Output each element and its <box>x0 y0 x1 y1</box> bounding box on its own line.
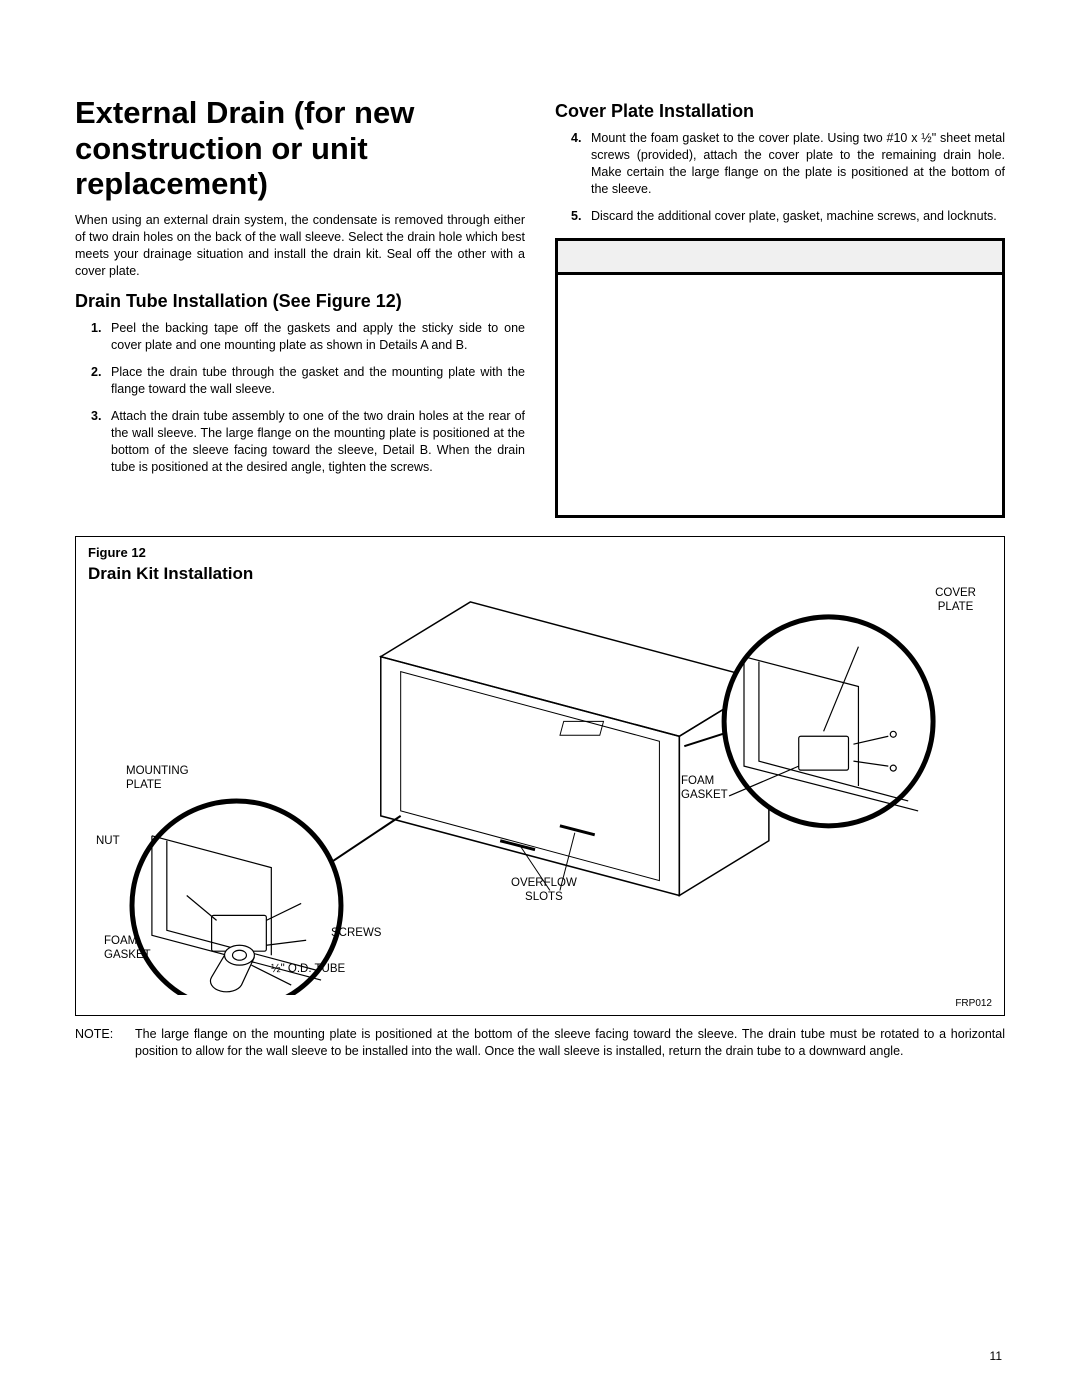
figure-12-box: Figure 12 Drain Kit Installation FRP012 <box>75 536 1005 1016</box>
section-a-heading: Drain Tube Installation (See Figure 12) <box>75 291 525 312</box>
callout-foam-gasket-right: FOAMGASKET <box>681 775 728 803</box>
item-text: Attach the drain tube assembly to one of… <box>111 408 525 476</box>
list-item: 3. Attach the drain tube assembly to one… <box>75 408 525 476</box>
callout-cover-plate: COVERPLATE <box>935 587 976 615</box>
callout-mounting-plate: MOUNTINGPLATE <box>126 765 189 793</box>
main-heading: External Drain (for new construction or … <box>75 95 525 202</box>
list-item: 1. Peel the backing tape off the gaskets… <box>75 320 525 354</box>
item-number: 4. <box>555 130 591 198</box>
caution-body: To avoid risk of personal injury or prop… <box>558 275 1002 375</box>
callout-overflow: OVERFLOWSLOTS <box>511 877 577 905</box>
item-text: Discard the additional cover plate, gask… <box>591 208 1005 225</box>
item-text: Mount the foam gasket to the cover plate… <box>591 130 1005 198</box>
figure-label: Figure 12 <box>88 545 992 560</box>
note-row: NOTE: The large flange on the mounting p… <box>75 1026 1005 1060</box>
page-content: External Drain (for new construction or … <box>0 0 1080 1100</box>
item-number: 5. <box>555 208 591 225</box>
section-a-list: 1. Peel the backing tape off the gaskets… <box>75 320 525 475</box>
callout-foam-gasket-left: FOAMGASKET <box>104 935 151 963</box>
two-column-layout: External Drain (for new construction or … <box>75 95 1005 518</box>
item-number: 1. <box>75 320 111 354</box>
page-number: 11 <box>990 1349 1002 1363</box>
figure-code: FRP012 <box>955 998 992 1009</box>
item-number: 3. <box>75 408 111 476</box>
section-b-list: 4. Mount the foam gasket to the cover pl… <box>555 130 1005 224</box>
intro-paragraph: When using an external drain system, the… <box>75 212 525 280</box>
item-text: Peel the backing tape off the gaskets an… <box>111 320 525 354</box>
item-text: Place the drain tube through the gasket … <box>111 364 525 398</box>
callout-nut: NUT <box>96 835 120 849</box>
figure-diagram: COVERPLATE MOUNTINGPLATE NUT FOAMGASKET … <box>76 587 1004 995</box>
callout-tube: ½" O.D. TUBE <box>271 963 345 977</box>
caution-box: To avoid risk of personal injury or prop… <box>555 238 1005 518</box>
list-item: 5. Discard the additional cover plate, g… <box>555 208 1005 225</box>
note-label: NOTE: <box>75 1026 135 1060</box>
note-text: The large flange on the mounting plate i… <box>135 1026 1005 1060</box>
drain-kit-svg <box>76 587 1004 995</box>
right-column: Cover Plate Installation 4. Mount the fo… <box>555 95 1005 518</box>
section-b-heading: Cover Plate Installation <box>555 101 1005 122</box>
left-column: External Drain (for new construction or … <box>75 95 525 518</box>
list-item: 2. Place the drain tube through the gask… <box>75 364 525 398</box>
figure-title: Drain Kit Installation <box>88 564 992 584</box>
caution-header <box>558 241 1002 275</box>
list-item: 4. Mount the foam gasket to the cover pl… <box>555 130 1005 198</box>
item-number: 2. <box>75 364 111 398</box>
callout-screws: SCREWS <box>331 927 381 941</box>
